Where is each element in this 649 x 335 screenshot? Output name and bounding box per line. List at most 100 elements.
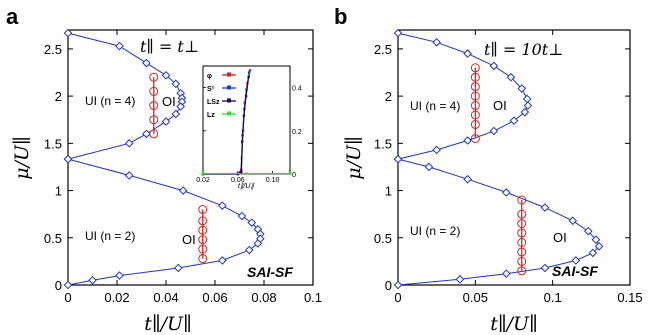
inset-xtick-label: 0.06 bbox=[231, 177, 245, 184]
panel-a-phase-ui4: UI (n = 4) bbox=[85, 94, 135, 108]
b-oi-point bbox=[517, 209, 527, 219]
b-boundary-point bbox=[501, 188, 511, 197]
panel-b-phase-ui2: UI (n = 2) bbox=[410, 224, 460, 238]
b-boundary-point bbox=[463, 174, 472, 184]
panel-a-condition: t∥ = t⊥ bbox=[140, 37, 199, 56]
panel-b-oi-lines bbox=[470, 63, 527, 276]
a-boundary-point bbox=[171, 79, 181, 89]
b-boundary-point bbox=[432, 145, 441, 155]
a-oi-point bbox=[198, 254, 208, 264]
b-boundary-point bbox=[506, 72, 516, 82]
panel-b-ylabel: μ/U∥ bbox=[343, 136, 365, 180]
panel-a-ylabel: μ/U∥ bbox=[11, 136, 33, 180]
b-oi-point bbox=[517, 238, 527, 247]
b-boundary-point bbox=[591, 235, 601, 244]
a-boundary-point bbox=[161, 71, 171, 80]
a-boundary-point bbox=[218, 256, 227, 265]
a-boundary-point bbox=[253, 239, 263, 248]
a-boundary-point bbox=[218, 201, 227, 210]
b-oi-point bbox=[470, 72, 480, 82]
b-xtick-label: 0 bbox=[394, 290, 401, 305]
a-oi-point bbox=[149, 129, 159, 139]
a-ytick-label: 2 bbox=[55, 89, 62, 104]
a-ytick-label: 1 bbox=[55, 184, 62, 199]
b-oi-point bbox=[517, 247, 527, 257]
panel-a-x-ticks: 0 0.02 0.04 0.06 0.08 0.1 bbox=[64, 30, 322, 305]
b-oi-point bbox=[517, 219, 527, 229]
b-boundary-point bbox=[424, 162, 434, 172]
panel-a-phase-oi-upper: OI bbox=[162, 94, 176, 109]
a-oi-point bbox=[149, 101, 159, 111]
b-oi-point bbox=[517, 228, 527, 238]
b-boundary-point bbox=[432, 37, 441, 47]
inset-series-point bbox=[288, 172, 292, 175]
b-boundary-point bbox=[520, 107, 530, 117]
inset-series-point bbox=[247, 71, 251, 74]
b-ytick-label: 2.5 bbox=[374, 42, 392, 57]
panel-a-phase-oi-lower: OI bbox=[182, 232, 196, 247]
a-oi-point bbox=[149, 72, 159, 82]
b-boundary-point bbox=[540, 263, 550, 273]
b-boundary-point bbox=[489, 126, 499, 136]
panel-a-phase-ui2: UI (n = 2) bbox=[85, 229, 135, 243]
inset-series-point bbox=[242, 114, 246, 117]
panel-b-frame bbox=[397, 29, 631, 286]
a-xtick-label: 0.08 bbox=[251, 290, 276, 305]
a-boundary-point bbox=[142, 58, 151, 68]
a-ytick-label: 2.5 bbox=[44, 42, 62, 57]
panel-b-condition: t∥ = 10t⊥ bbox=[484, 40, 563, 59]
a-xtick-label: 0.06 bbox=[202, 290, 227, 305]
inset-legend-marker bbox=[227, 98, 231, 103]
inset-xtick-label: 0.10 bbox=[266, 177, 280, 184]
b-boundary-point bbox=[540, 203, 550, 212]
panel-b: b 0 0.5 1 1.5 2 2.5 0 0.05 0.1 0.15 t∥ = 10t⊥ UI… bbox=[334, 4, 643, 335]
a-boundary-point bbox=[237, 211, 247, 221]
a-boundary-point bbox=[244, 245, 254, 255]
b-boundary-point bbox=[393, 280, 403, 290]
b-xtick-label: 0.15 bbox=[617, 290, 642, 305]
b-oi-point bbox=[470, 82, 480, 92]
a-boundary-point bbox=[63, 28, 73, 38]
b-boundary-point bbox=[522, 94, 532, 104]
inset-ytick-label: 0.2 bbox=[292, 129, 302, 136]
a-oi-point bbox=[149, 86, 159, 96]
a-ytick-label: 0 bbox=[55, 278, 62, 293]
inset-legend-label: Lz bbox=[207, 112, 215, 119]
b-xtick-label: 0.05 bbox=[463, 290, 488, 305]
inset-series-point bbox=[240, 140, 244, 143]
b-boundary-point bbox=[501, 269, 511, 278]
inset-legend: φ S² LSz Lz bbox=[207, 72, 236, 119]
inset-legend-label: φ bbox=[207, 73, 212, 80]
b-boundary-point bbox=[509, 116, 519, 125]
b-oi-point bbox=[470, 91, 480, 101]
a-boundary-point bbox=[176, 102, 186, 111]
inset-legend-marker bbox=[227, 111, 231, 116]
a-boundary-point bbox=[63, 154, 73, 164]
a-oi-point bbox=[198, 225, 208, 235]
b-oi-point bbox=[517, 266, 527, 276]
panel-a-oi-lines bbox=[149, 72, 208, 264]
b-boundary-point bbox=[588, 248, 598, 258]
b-boundary-point bbox=[463, 136, 472, 145]
a-oi-point bbox=[198, 204, 208, 214]
a-boundary-point bbox=[173, 263, 183, 273]
panel-a-xlabel: t∥/U∥ bbox=[144, 313, 192, 335]
panel-b-x-ticks: 0 0.05 0.1 0.15 bbox=[394, 30, 643, 305]
b-oi-point bbox=[470, 63, 480, 73]
a-boundary-point bbox=[63, 280, 73, 290]
b-ytick-label: 2 bbox=[385, 89, 392, 104]
b-boundary-point bbox=[568, 216, 578, 226]
a-boundary-point bbox=[171, 109, 181, 119]
a-boundary-point bbox=[178, 186, 188, 195]
a-xtick-label: 0 bbox=[64, 290, 71, 305]
inset-series-point bbox=[247, 75, 250, 78]
inset-xtick-label: 0.02 bbox=[196, 177, 210, 184]
panel-b-phase-ui4: UI (n = 4) bbox=[410, 99, 460, 113]
panel-b-annotation: SAI-SF bbox=[552, 263, 598, 279]
panel-a-y-ticks: 0 0.5 1 1.5 2 2.5 bbox=[44, 42, 313, 293]
b-xtick-label: 0.1 bbox=[544, 290, 562, 305]
a-boundary-point bbox=[124, 139, 134, 148]
a-boundary-point bbox=[115, 41, 124, 51]
a-boundary-point bbox=[115, 271, 124, 280]
